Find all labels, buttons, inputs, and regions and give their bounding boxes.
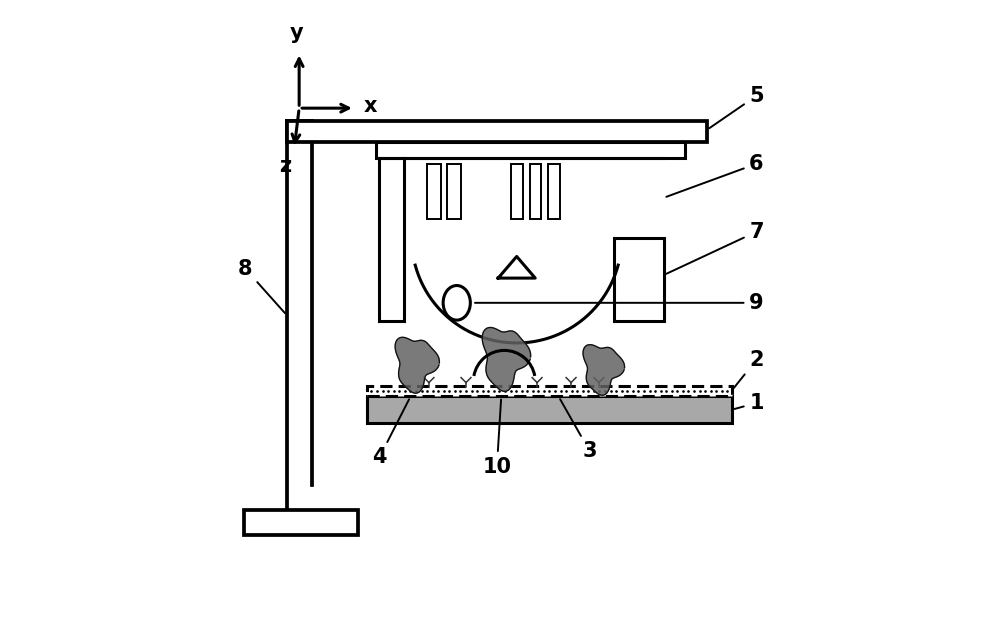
Text: 7: 7 bbox=[666, 222, 764, 274]
Bar bbox=[367, 386, 732, 396]
Bar bbox=[548, 164, 560, 219]
Ellipse shape bbox=[443, 286, 470, 320]
Text: 5: 5 bbox=[709, 86, 764, 128]
Text: 9: 9 bbox=[475, 293, 764, 313]
Bar bbox=[376, 142, 685, 158]
Bar bbox=[447, 164, 461, 219]
Bar bbox=[244, 510, 358, 535]
Text: 2: 2 bbox=[733, 350, 764, 388]
Bar bbox=[427, 164, 441, 219]
Polygon shape bbox=[583, 345, 625, 396]
Text: 6: 6 bbox=[666, 154, 764, 197]
Text: 4: 4 bbox=[372, 399, 409, 467]
Text: 1: 1 bbox=[734, 393, 764, 413]
Bar bbox=[614, 238, 664, 321]
Bar bbox=[287, 121, 707, 142]
Text: 3: 3 bbox=[560, 399, 597, 461]
Bar bbox=[367, 396, 732, 423]
Text: x: x bbox=[364, 96, 378, 116]
Text: 8: 8 bbox=[238, 259, 285, 313]
Text: 10: 10 bbox=[482, 399, 511, 476]
Polygon shape bbox=[395, 337, 439, 393]
Bar bbox=[530, 164, 541, 219]
Text: y: y bbox=[290, 23, 303, 43]
Text: z: z bbox=[279, 156, 292, 176]
Polygon shape bbox=[482, 328, 531, 391]
Bar bbox=[511, 164, 523, 219]
